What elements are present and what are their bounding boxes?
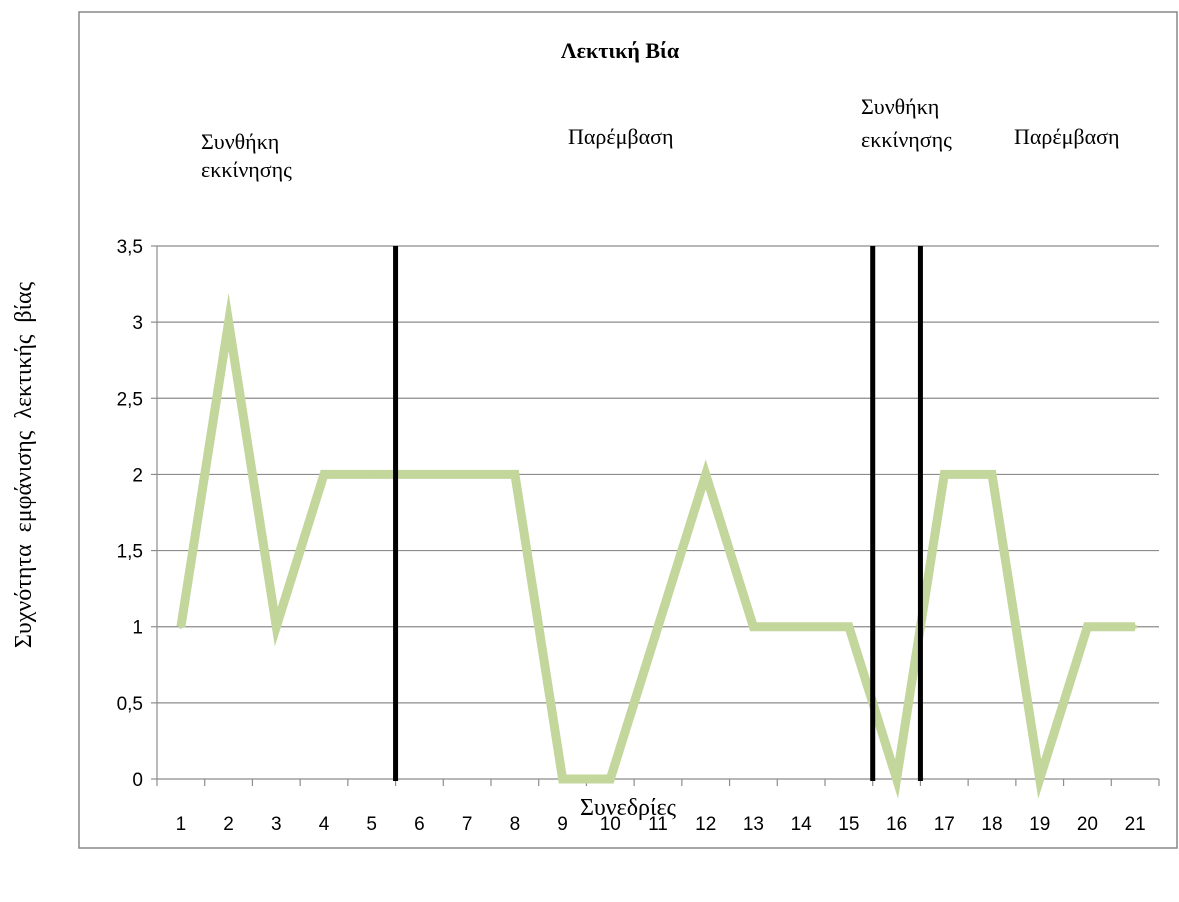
x-tick-label: 16	[886, 814, 907, 835]
phase-label-baseline-2-line1: Συνθήκη	[861, 94, 939, 119]
x-tick-label: 9	[557, 814, 568, 835]
x-tick-labels: 1 2 3 4 5 6 7 8 9 10 11 12 13 14 15 16 17 18 19 20 21	[176, 814, 1146, 835]
data-point	[990, 472, 994, 477]
x-tick-label: 12	[695, 814, 716, 835]
axes	[151, 245, 1160, 786]
x-tick-label: 17	[934, 814, 955, 835]
x-tick-label: 8	[510, 814, 521, 835]
data-point	[942, 472, 947, 477]
data-point	[465, 472, 470, 477]
phase-label-baseline-1: Συνθήκη εκκίνησης	[201, 129, 292, 182]
x-tick-label: 20	[1077, 814, 1098, 835]
y-tick-label: 2	[132, 465, 143, 486]
data-point	[512, 472, 517, 477]
data-point	[751, 624, 756, 629]
data-point	[560, 777, 565, 781]
data-point	[369, 472, 374, 477]
phase-label-baseline-2-line2: εκκίνησης	[861, 127, 952, 152]
data-point	[226, 320, 231, 325]
x-tick-label: 21	[1125, 814, 1146, 835]
x-tick-label: 14	[791, 814, 813, 835]
x-tick-label: 11	[648, 814, 668, 835]
phase-label-intervention-2: Παρέμβαση	[1014, 124, 1120, 149]
data-point	[322, 472, 326, 477]
data-point	[846, 624, 851, 629]
data-point	[1133, 624, 1138, 629]
x-tick-label: 7	[462, 814, 473, 835]
chart-title: Λεκτική Βία	[561, 38, 680, 63]
x-tick-label: 2	[223, 814, 234, 835]
phase-change-lines	[393, 246, 923, 781]
y-tick-label: 1,5	[117, 542, 143, 563]
x-tick-label: 1	[176, 814, 187, 835]
y-tick-label: 1	[132, 618, 143, 639]
phase-label-baseline-1-line2: εκκίνησης	[201, 157, 292, 182]
data-point	[417, 472, 422, 477]
x-tick-label: 5	[366, 814, 377, 835]
y-tick-label: 0,5	[117, 694, 143, 715]
phase-label-baseline-2: Συνθήκη εκκίνησης	[861, 94, 952, 152]
y-tick-label: 0	[132, 770, 143, 791]
series-layer	[176, 293, 1138, 799]
data-point	[1037, 777, 1042, 781]
data-point	[1085, 624, 1090, 629]
x-tick-label: 4	[319, 814, 330, 835]
y-tick-label: 2,5	[117, 389, 143, 410]
phase-label-intervention-2-line1: Παρέμβαση	[1014, 124, 1120, 149]
y-tick-label: 3	[132, 313, 143, 334]
phase-label-intervention-1-line1: Παρέμβαση	[568, 124, 674, 149]
x-tick-label: 10	[600, 814, 621, 835]
data-point	[274, 624, 279, 629]
y-axis-label: Συχνότητα εμφάνισης λεκτικής βίας	[11, 281, 37, 648]
x-tick-label: 15	[838, 814, 859, 835]
phase-label-baseline-1-line1: Συνθήκη	[201, 129, 279, 154]
x-axis-label: Συνεδρίες	[580, 795, 677, 821]
x-tick-label: 3	[271, 814, 282, 835]
data-point	[656, 624, 660, 629]
x-tick-label: 6	[414, 814, 425, 835]
data-point	[799, 624, 804, 629]
phase-label-intervention-1: Παρέμβαση	[568, 124, 674, 149]
y-tick-label: 3,5	[117, 237, 143, 258]
x-tick-label: 13	[743, 814, 764, 835]
data-point	[703, 472, 708, 477]
data-point	[178, 624, 183, 629]
data-point	[894, 777, 899, 781]
data-point	[608, 777, 613, 781]
x-tick-label: 18	[981, 814, 1002, 835]
x-tick-label: 19	[1029, 814, 1050, 835]
y-tick-labels: 0 0,5 1 1,5 2 2,5 3 3,5	[117, 237, 143, 791]
